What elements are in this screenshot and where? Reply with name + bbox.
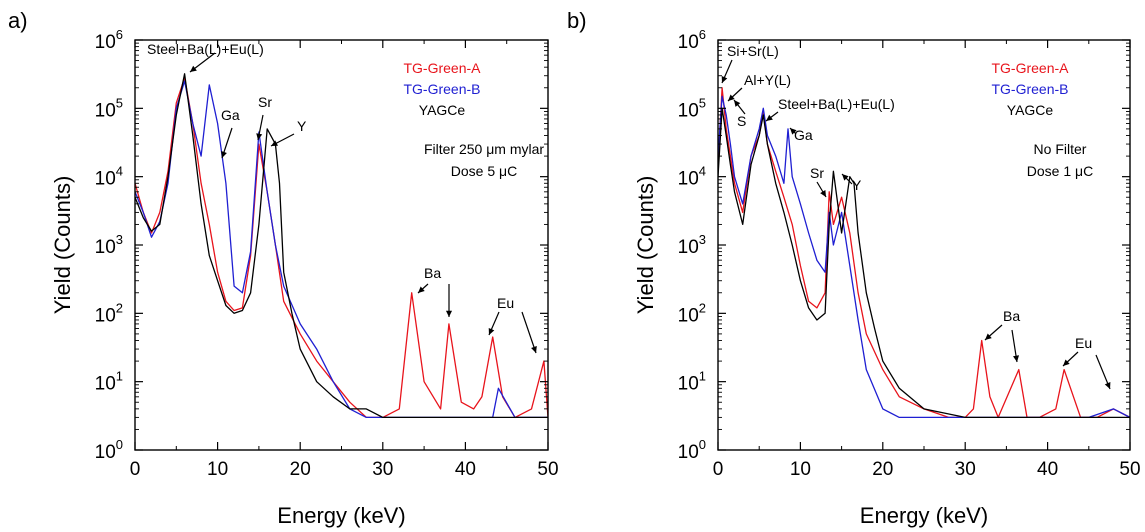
- x-axis-label: Energy (keV): [860, 503, 988, 528]
- x-tick-label: 0: [130, 459, 141, 480]
- x-tick-label: 10: [207, 459, 228, 480]
- arrow-head: [1104, 382, 1111, 389]
- arrow-head: [221, 151, 227, 158]
- plot-frame: [134, 39, 549, 451]
- series-line-tg-green-a: [135, 77, 548, 419]
- y-tick-label: 102: [678, 300, 706, 326]
- legend-entry: YAGCe: [419, 102, 466, 118]
- x-tick-label: 10: [790, 459, 811, 480]
- x-tick-label: 30: [372, 459, 393, 480]
- peak-annotation: S: [737, 113, 746, 129]
- arrow-head: [1063, 359, 1070, 366]
- y-axis-label: Yield (Counts): [50, 176, 75, 315]
- x-tick-label: 50: [537, 459, 558, 480]
- legend-entry: TG-Green-A: [991, 60, 1069, 76]
- arrow-head: [271, 140, 278, 146]
- y-tick-label: 105: [95, 95, 123, 121]
- peak-annotation: Steel+Ba(L)+Eu(L): [147, 41, 264, 57]
- peak-annotation: Al+Y(L): [744, 72, 791, 88]
- x-tick-label: 0: [713, 459, 724, 480]
- y-tick-label: 101: [678, 369, 706, 395]
- peak-annotation: Ba: [1003, 308, 1020, 324]
- legend-entry: TG-Green-B: [991, 81, 1068, 97]
- panel-b: 0 10 20 30 40 50 100 101 102 103 104 105 106 Energy (…: [567, 8, 1141, 528]
- x-tick-label: 40: [455, 459, 476, 480]
- condition-text: Dose 5 μC: [451, 163, 517, 179]
- arrow-head: [820, 190, 826, 197]
- y-tick-label: 103: [678, 232, 706, 258]
- arrow-head: [190, 65, 197, 72]
- y-tick-label: 104: [95, 164, 123, 190]
- y-tick-label: 103: [95, 232, 123, 258]
- panel-a: 0 10 20 30 40 50 100 101 102 103 104 105 106 Energy (…: [8, 8, 559, 528]
- peak-annotation: Eu: [1075, 335, 1092, 351]
- x-tick-label: 40: [1037, 459, 1058, 480]
- annotation-arrow: [521, 311, 537, 354]
- x-tick-label: 50: [1119, 459, 1140, 480]
- peak-annotation: Eu: [497, 295, 514, 311]
- legend-entry: TG-Green-B: [403, 81, 480, 97]
- y-tick-label: 106: [95, 27, 123, 53]
- condition-text: No Filter: [1034, 141, 1087, 157]
- y-tick-label: 104: [678, 164, 706, 190]
- condition-text: Filter 250 μm mylar: [424, 141, 544, 157]
- peak-annotation: Sr: [258, 94, 272, 110]
- legend-entry: YAGCe: [1007, 102, 1054, 118]
- peak-annotation: Steel+Ba(L)+Eu(L): [778, 96, 895, 112]
- arrow-head: [721, 76, 728, 83]
- arrow-head: [728, 94, 735, 101]
- legend-entry: TG-Green-A: [403, 60, 481, 76]
- x-tick-label: 20: [872, 459, 893, 480]
- arrow-head: [488, 328, 495, 335]
- peak-annotation: Ba: [424, 265, 441, 281]
- series-line-yagce: [718, 107, 1130, 419]
- series-line-tg-green-b: [718, 95, 1130, 419]
- series-line-tg-green-a: [718, 87, 1130, 419]
- arrow-head: [842, 174, 849, 181]
- y-tick-label: 100: [678, 437, 706, 463]
- peak-annotation: Sr: [810, 165, 824, 181]
- y-tick-label: 101: [95, 369, 123, 395]
- y-tick-label: 100: [95, 437, 123, 463]
- x-tick-label: 20: [290, 459, 311, 480]
- y-tick-label: 105: [678, 95, 706, 121]
- arrow-head: [766, 114, 773, 121]
- peak-annotation: Si+Sr(L): [727, 43, 779, 59]
- series-line-tg-green-b: [135, 80, 548, 419]
- peak-annotation: Ga: [221, 107, 240, 123]
- x-axis-label: Energy (keV): [277, 503, 405, 528]
- arrow-head: [1013, 355, 1020, 362]
- peak-annotation: Ga: [794, 127, 813, 143]
- arrow-head: [256, 133, 263, 140]
- arrow-head: [790, 128, 797, 135]
- panel-label: b): [567, 8, 587, 33]
- y-tick-label: 106: [678, 27, 706, 53]
- condition-text: Dose 1 μC: [1027, 163, 1093, 179]
- y-tick-label: 102: [95, 300, 123, 326]
- arrow-head: [734, 100, 741, 107]
- peak-annotation: Y: [852, 177, 862, 193]
- panel-label: a): [8, 8, 28, 33]
- arrow-head: [445, 310, 453, 317]
- arrow-head: [985, 333, 992, 340]
- series-line-yagce: [135, 73, 548, 419]
- y-axis-label: Yield (Counts): [633, 176, 658, 315]
- peak-annotation: Y: [297, 118, 307, 134]
- arrow-head: [418, 286, 425, 293]
- x-tick-label: 30: [955, 459, 976, 480]
- arrow-head: [531, 346, 537, 353]
